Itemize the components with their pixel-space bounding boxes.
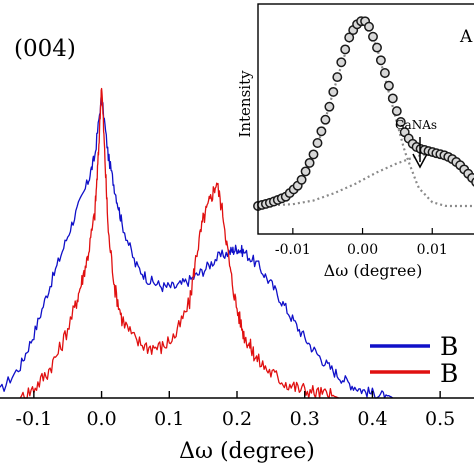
inset-peak-label: GaNAs [395, 118, 437, 132]
peak-arrow-head [412, 153, 428, 169]
legend-label-series-1: B [440, 332, 458, 361]
inset-x-tick-label: -0.01 [275, 242, 311, 258]
inset-measured-point [375, 55, 386, 66]
inset-measured-point [332, 72, 343, 83]
inset-measured-point [304, 157, 315, 168]
main-x-tick-label: 0.0 [86, 408, 116, 430]
inset-series-layer [253, 16, 474, 211]
inset-x-ticks: -0.01 0.00 0.01 [275, 228, 448, 258]
legend-label-series-2: B [440, 359, 458, 388]
inset-measured-point [340, 44, 351, 55]
inset-frame-bg [258, 4, 474, 234]
inset-x-axis-label: Δω (degree) [324, 261, 423, 280]
inset-fit-GaNAs-line [257, 151, 474, 208]
inset-measured-point [328, 86, 339, 97]
inset-measured-point [372, 42, 382, 53]
inset-measured-point [383, 80, 394, 91]
inset-measured-point [296, 174, 307, 185]
inset-measured-point [308, 149, 319, 160]
inset-x-tick-label: 0.01 [417, 242, 448, 258]
inset-measured-point [379, 68, 390, 78]
inset-x-tick-label: 0.00 [347, 242, 378, 258]
main-x-tick-label: 0.2 [222, 408, 252, 430]
main-series-layer [0, 87, 394, 399]
main-series-1-line [0, 91, 394, 399]
inset-measured-point [300, 166, 311, 177]
main-x-axis-label: Δω (degree) [179, 439, 315, 464]
main-x-tick-label: 0.4 [357, 408, 387, 430]
inset-measured-point [312, 138, 323, 148]
inset-measured-point [395, 117, 406, 127]
inset-measured-point [320, 114, 331, 125]
inset-measured-point [387, 93, 398, 104]
main-x-tick-label: 0.1 [154, 408, 184, 430]
main-x-tick-label: 0.5 [425, 408, 455, 430]
inset-frame [257, 3, 474, 235]
main-x-ticks: -0.1 0.0 0.1 0.2 0.3 0.4 0.5 [16, 391, 455, 430]
legend: B B [370, 332, 458, 388]
inset-peak-arrow [412, 137, 428, 169]
inset-measured-point [336, 57, 347, 68]
main-x-tick-label: -0.1 [16, 408, 53, 430]
inset-measured-point [368, 31, 378, 42]
inset-measured-point [391, 106, 402, 117]
inset-y-axis-label: Intensity [236, 70, 254, 138]
inset-measured-point [324, 101, 335, 112]
main-series-2-line [19, 87, 339, 399]
main-plot: -0.1 0.0 0.1 0.2 0.3 0.4 0.5 (004) Δω (degree)… [0, 36, 474, 464]
inset-measured-point [471, 177, 474, 187]
main-x-tick-label: 0.3 [290, 408, 320, 430]
inset-measured-point [364, 21, 374, 32]
inset-plot: -0.01 0.00 0.01 Intensity Δω (degree) A Ga… [236, 3, 474, 280]
main-annotation: (004) [14, 36, 76, 62]
inset-annotation: A [459, 27, 473, 47]
inset-measured-point [316, 126, 327, 137]
inset-measured-point [344, 32, 355, 43]
